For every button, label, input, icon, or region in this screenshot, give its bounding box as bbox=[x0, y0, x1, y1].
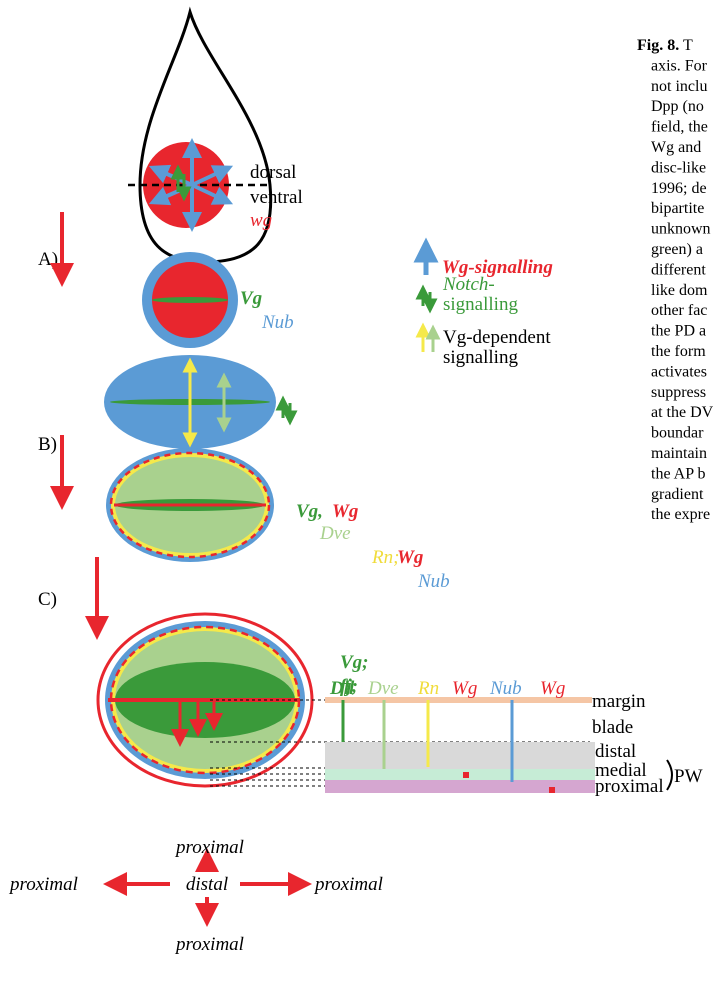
compass-label: proximal bbox=[313, 874, 383, 895]
figure: Fig. 8. T axis. For not inclu Dpp (no field… bbox=[0, 0, 718, 993]
caption-label: Fig. 8. bbox=[637, 37, 679, 54]
caption-line: at the DV bbox=[651, 404, 714, 421]
compass-label: proximal bbox=[174, 934, 244, 955]
legend-vg: signalling bbox=[443, 347, 518, 368]
caption-line: Fig. 8. T bbox=[637, 37, 693, 54]
label-vg: Vg, bbox=[296, 501, 323, 522]
caption-line: 1996; de bbox=[651, 180, 707, 197]
compass-label: distal bbox=[186, 874, 228, 895]
gene-label: Dll bbox=[329, 678, 355, 699]
label-rn: Rn; bbox=[371, 547, 399, 568]
compass: proximal proximal distal proximal proxim… bbox=[8, 837, 383, 955]
stage-c: C) Vg; fj; margin blade distal medial pr… bbox=[38, 557, 703, 797]
caption-line: green) a bbox=[651, 241, 703, 258]
label-margin: margin bbox=[592, 691, 646, 712]
caption-line: like dom bbox=[651, 282, 708, 299]
caption-line: suppress bbox=[651, 384, 706, 401]
legend-notch: signalling bbox=[443, 294, 518, 315]
label-vg: Vg; bbox=[340, 652, 369, 673]
label-pw: PW bbox=[674, 766, 703, 787]
compass-label: proximal bbox=[8, 874, 78, 895]
compass-label: proximal bbox=[174, 837, 244, 858]
label-dve: Dve bbox=[319, 523, 351, 544]
caption-line: bipartite bbox=[651, 200, 704, 217]
caption-line: not inclu bbox=[651, 78, 707, 95]
caption-line: the AP b bbox=[651, 465, 706, 482]
caption-line: axis. For bbox=[651, 57, 708, 74]
caption-text: T bbox=[683, 37, 693, 54]
label-wg: Wg bbox=[397, 547, 423, 568]
gene-label: Wg bbox=[452, 678, 477, 699]
label-vg: Vg bbox=[240, 288, 262, 309]
gene-label: Dve bbox=[367, 678, 399, 699]
label-nub: Nub bbox=[261, 312, 294, 333]
label-wg: wg bbox=[250, 210, 272, 231]
caption-line: disc-like bbox=[651, 159, 706, 176]
legend-notch: Notch- bbox=[442, 274, 495, 295]
panel-label: A) bbox=[38, 249, 58, 270]
panel-label: B) bbox=[38, 434, 57, 455]
caption-line: different bbox=[651, 261, 706, 278]
vg-stripe bbox=[152, 297, 228, 303]
caption-line: Wg and bbox=[651, 139, 701, 156]
label-wg: Wg bbox=[332, 501, 358, 522]
stage-b: B) Vg, Wg Dve Rn; Wg Nub bbox=[38, 355, 450, 592]
caption-line: activates bbox=[651, 363, 707, 380]
label-ventral: ventral bbox=[250, 187, 303, 208]
label-nub: Nub bbox=[417, 571, 450, 592]
gene-label: Wg bbox=[540, 678, 565, 699]
caption-line: other fac bbox=[651, 302, 707, 319]
caption-line: unknown bbox=[651, 221, 711, 238]
label-dorsal: dorsal bbox=[250, 162, 296, 183]
caption: Fig. 8. T axis. For not inclu Dpp (no field… bbox=[637, 37, 714, 523]
gene-label: Rn bbox=[417, 678, 439, 699]
panel-label: C) bbox=[38, 589, 57, 610]
caption-line: gradient bbox=[651, 486, 704, 503]
caption-line: the PD a bbox=[651, 323, 706, 340]
stage-a: dorsal ventral wg A) Vg Nub bbox=[38, 12, 303, 348]
legend: Wg-signalling Notch- signalling Vg-depen… bbox=[423, 250, 553, 368]
caption-line: maintain bbox=[651, 445, 707, 462]
label-proximal: proximal bbox=[595, 776, 664, 797]
caption-line: the expre bbox=[651, 506, 710, 523]
gene-label: Nub bbox=[489, 678, 522, 699]
caption-line: field, the bbox=[651, 119, 708, 136]
caption-line: the form bbox=[651, 343, 706, 360]
label-distal: distal bbox=[595, 741, 636, 762]
label-blade: blade bbox=[592, 717, 633, 738]
caption-line: Dpp (no bbox=[651, 98, 704, 115]
caption-line: boundar bbox=[651, 425, 704, 442]
legend-vg: Vg-dependent bbox=[443, 327, 551, 348]
